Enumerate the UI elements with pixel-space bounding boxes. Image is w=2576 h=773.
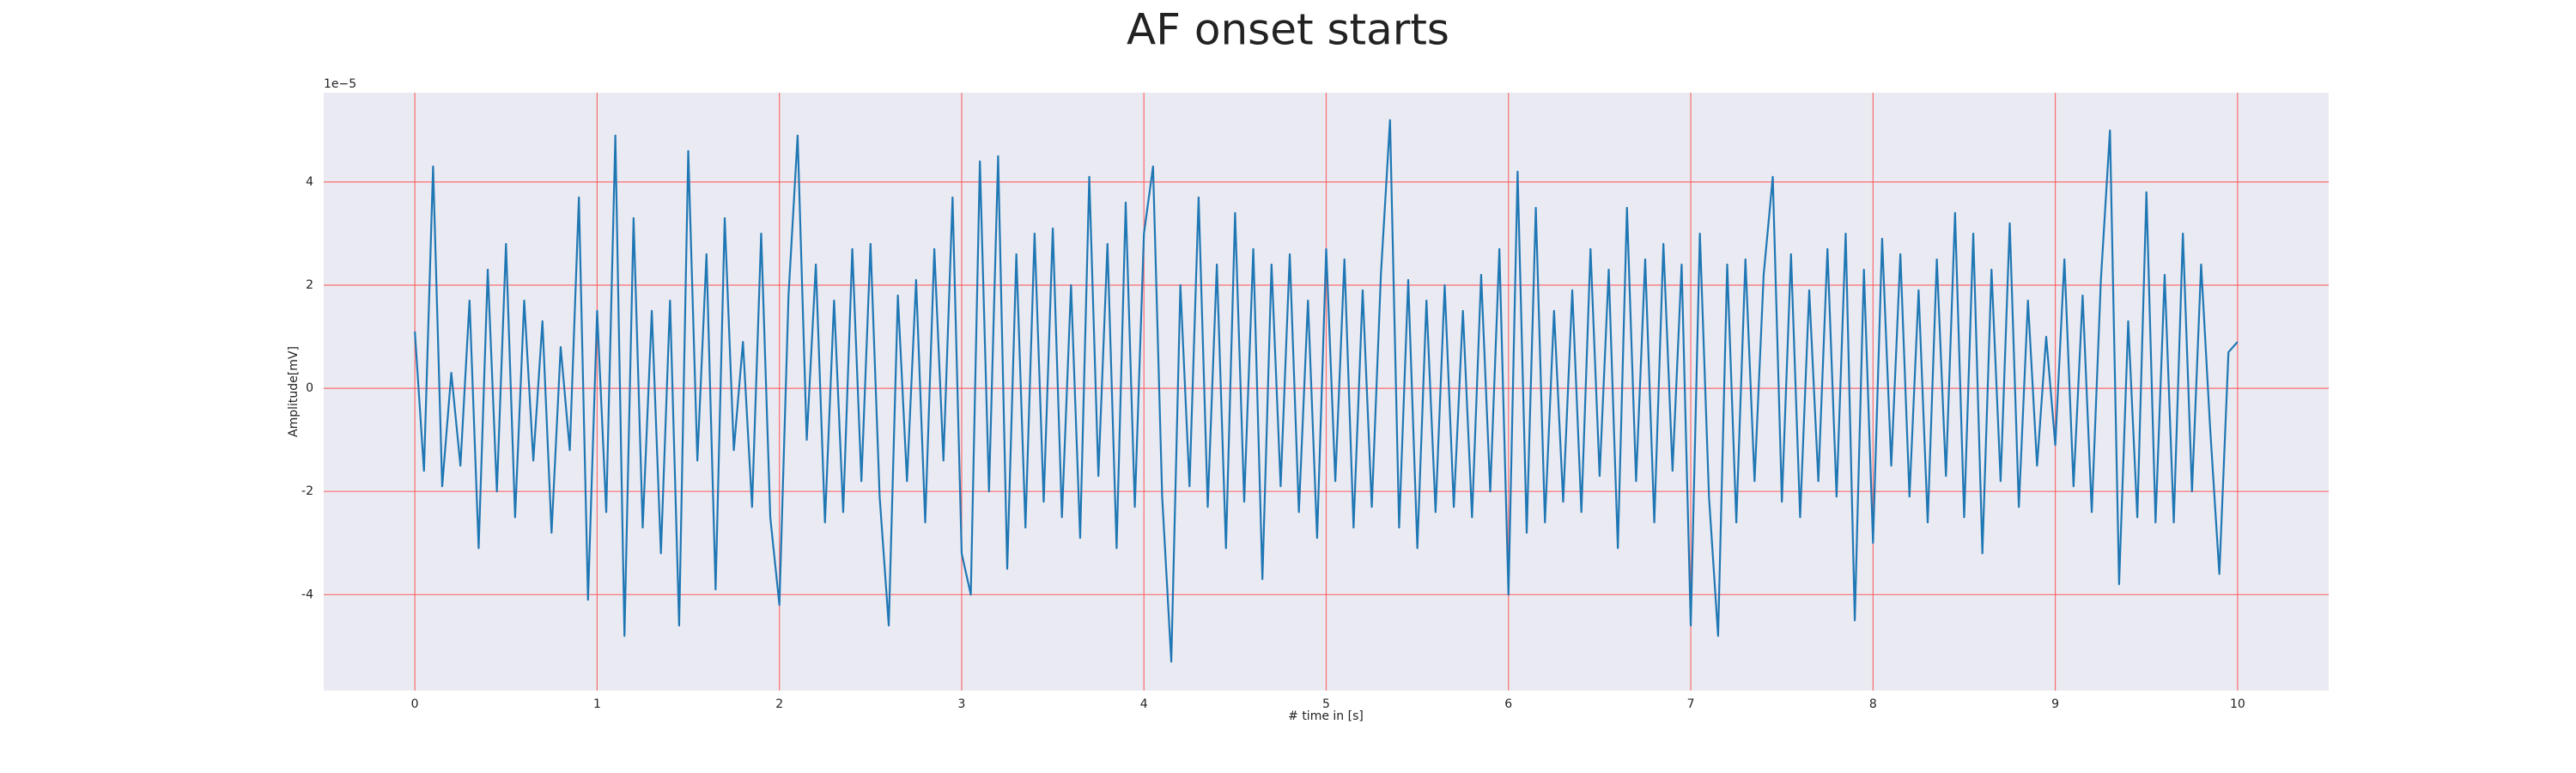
chart-title: AF onset starts	[1127, 5, 1449, 55]
y-tick-label: 4	[306, 175, 313, 189]
x-tick-label: 3	[957, 697, 965, 711]
x-tick-label: 8	[1869, 697, 1877, 711]
x-tick-label: 4	[1140, 697, 1148, 711]
y-tick-label: -2	[301, 484, 313, 498]
y-tick-label: -4	[301, 587, 313, 601]
y-tick-label: 0	[306, 381, 313, 395]
x-tick-label: 5	[1322, 697, 1330, 711]
x-tick-label: 1	[593, 697, 601, 711]
x-tick-label: 7	[1687, 697, 1695, 711]
x-axis-label: # time in [s]	[1288, 709, 1364, 723]
y-axis-label: Amplitude[mV]	[287, 346, 301, 437]
data-line	[414, 119, 2239, 663]
x-tick-label: 9	[2051, 697, 2059, 711]
x-tick-label: 10	[2230, 697, 2245, 711]
y-tick-label: 2	[306, 278, 313, 292]
x-tick-label: 0	[411, 697, 419, 711]
x-tick-label: 6	[1504, 697, 1512, 711]
x-tick-label: 2	[775, 697, 783, 711]
y-offset-label: 1e−5	[324, 77, 356, 91]
